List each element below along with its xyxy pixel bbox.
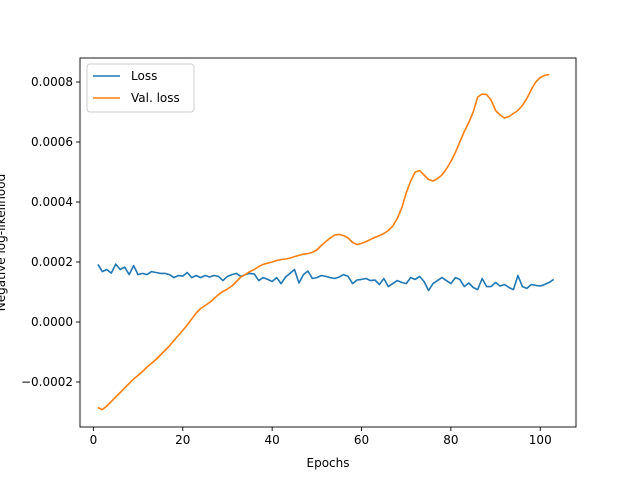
y-tick-label: 0.0008 [31, 75, 73, 89]
y-tick-label: 0.0004 [31, 195, 73, 209]
y-tick-label: 0.0002 [31, 255, 73, 269]
x-tick-label: 100 [529, 433, 552, 447]
y-tick-label: 0.0006 [31, 135, 73, 149]
plot-area [97, 73, 555, 411]
axes: 0 20 40 60 80 100 −0.0002 0.0000 0.0002 0.0004 0.0… [21, 57, 577, 447]
x-axis-label: Epochs [307, 456, 350, 470]
x-tick-label: 20 [175, 433, 190, 447]
y-tick-label: −0.0002 [21, 375, 73, 389]
legend: Loss Val. loss [86, 63, 195, 113]
x-tick-label: 60 [354, 433, 369, 447]
y-tick-label: 0.0000 [31, 315, 73, 329]
x-tick-label: 40 [265, 433, 280, 447]
y-axis-label: Negative log-likelihood [0, 174, 8, 311]
legend-label-1: Loss [131, 69, 157, 83]
legend-label-2: Val. loss [131, 91, 180, 105]
series-line-1 [97, 263, 555, 292]
x-tick-label: 80 [443, 433, 458, 447]
series-line-2 [97, 73, 550, 411]
x-tick-label: 0 [90, 433, 98, 447]
axes-frame [79, 57, 577, 428]
